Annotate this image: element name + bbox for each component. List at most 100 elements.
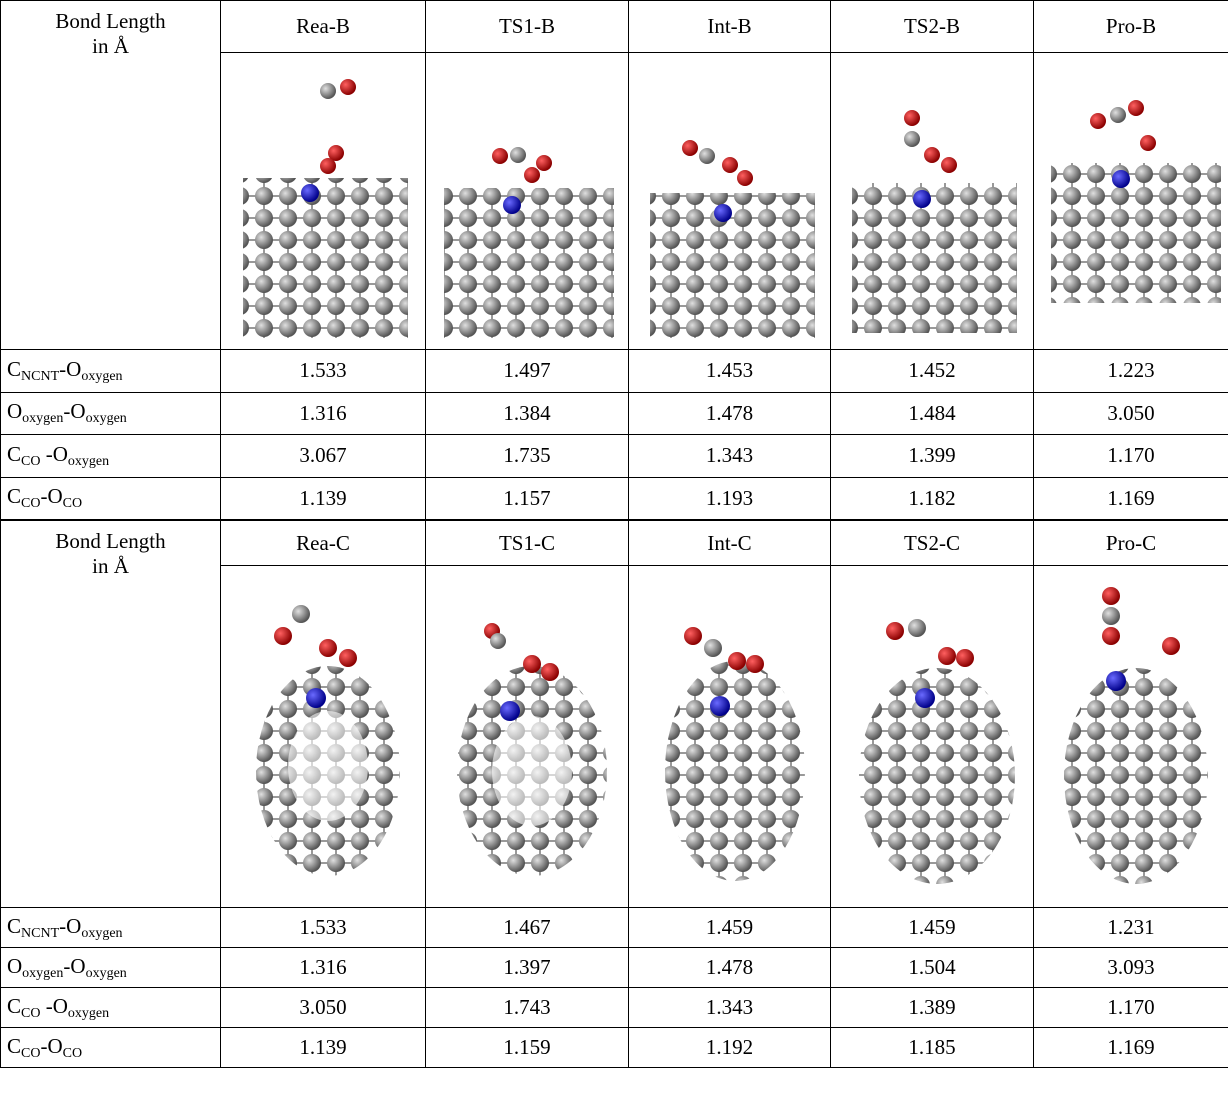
image-cell: [831, 53, 1034, 350]
molecule: [1036, 566, 1226, 901]
label-part: C: [7, 1034, 21, 1058]
label-part: oxygen: [22, 966, 63, 981]
value-cell: 3.050: [1034, 392, 1228, 435]
label-part: oxygen: [68, 1006, 109, 1021]
image-cell: [426, 53, 629, 350]
column-header: Int-B: [629, 1, 831, 53]
value-cell: 1.170: [1034, 435, 1228, 478]
label-part: -O: [59, 357, 81, 381]
image-cell: [221, 53, 426, 350]
header-row: Bond Lengthin ÅRea-CTS1-CInt-CTS2-CPro-C: [1, 521, 1228, 566]
page: Bond Lengthin ÅRea-BTS1-BInt-BTS2-BPro-B…: [0, 0, 1228, 1108]
value-cell: 1.223: [1034, 350, 1228, 393]
column-header: TS2-C: [831, 521, 1034, 566]
label-part: C: [7, 914, 21, 938]
molecule: [1036, 53, 1226, 343]
molecule: [228, 53, 418, 343]
value-cell: 1.459: [831, 908, 1034, 948]
label-part: oxygen: [81, 369, 122, 384]
image-cell: [831, 566, 1034, 908]
label-part: -O: [40, 994, 67, 1018]
value-cell: 1.497: [426, 350, 629, 393]
value-cell: 1.343: [629, 435, 831, 478]
molecule: [432, 566, 622, 901]
header-label: Bond Length: [1, 529, 220, 554]
label-part: -O: [63, 954, 85, 978]
header-label: Bond Length: [1, 9, 220, 34]
column-header: TS2-B: [831, 1, 1034, 53]
image-cell: [1034, 53, 1228, 350]
column-header: Rea-C: [221, 521, 426, 566]
value-cell: 1.169: [1034, 1028, 1228, 1068]
value-cell: 1.452: [831, 350, 1034, 393]
value-cell: 1.478: [629, 948, 831, 988]
value-cell: 1.193: [629, 477, 831, 520]
label-part: oxygen: [86, 411, 127, 426]
label-part: CO: [63, 1046, 82, 1061]
row-label: Ooxygen-Ooxygen: [1, 948, 221, 988]
label-part: -O: [59, 914, 81, 938]
label-part: NCNT: [21, 369, 59, 384]
row-label: CNCNT-Ooxygen: [1, 908, 221, 948]
value-cell: 1.389: [831, 988, 1034, 1028]
label-part: C: [7, 994, 21, 1018]
value-cell: 1.139: [221, 477, 426, 520]
value-cell: 1.743: [426, 988, 629, 1028]
value-cell: 1.453: [629, 350, 831, 393]
label-part: oxygen: [22, 411, 63, 426]
column-header: TS1-B: [426, 1, 629, 53]
value-cell: 1.159: [426, 1028, 629, 1068]
label-part: -O: [40, 1034, 62, 1058]
molecule: [228, 566, 418, 901]
value-cell: 1.504: [831, 948, 1034, 988]
value-cell: 1.459: [629, 908, 831, 948]
molecule: [837, 53, 1027, 343]
molecule: [635, 566, 825, 901]
label-part: O: [7, 399, 22, 423]
row-label: CNCNT-Ooxygen: [1, 350, 221, 393]
value-cell: 1.170: [1034, 988, 1228, 1028]
column-header: TS1-C: [426, 521, 629, 566]
row-label: CCO -Ooxygen: [1, 988, 221, 1028]
molecule: [635, 53, 825, 343]
data-row: CCO -Ooxygen3.0671.7351.3431.3991.170: [1, 435, 1228, 478]
label-part: NCNT: [21, 926, 59, 941]
value-cell: 1.533: [221, 350, 426, 393]
label-part: O: [7, 954, 22, 978]
value-cell: 1.316: [221, 948, 426, 988]
label-part: CO: [21, 454, 40, 469]
label-part: oxygen: [86, 966, 127, 981]
row-label: Ooxygen-Ooxygen: [1, 392, 221, 435]
value-cell: 3.050: [221, 988, 426, 1028]
column-header: Rea-B: [221, 1, 426, 53]
value-cell: 1.192: [629, 1028, 831, 1068]
column-header: Pro-B: [1034, 1, 1228, 53]
label-part: C: [7, 357, 21, 381]
label-part: oxygen: [68, 454, 109, 469]
column-header: Int-C: [629, 521, 831, 566]
value-cell: 1.467: [426, 908, 629, 948]
label-part: -O: [63, 399, 85, 423]
value-cell: 3.093: [1034, 948, 1228, 988]
data-row: CCO-OCO1.1391.1571.1931.1821.169: [1, 477, 1228, 520]
label-part: -O: [40, 442, 67, 466]
label-part: C: [7, 484, 21, 508]
image-cell: [221, 566, 426, 908]
image-cell: [629, 53, 831, 350]
value-cell: 1.399: [831, 435, 1034, 478]
column-header: Pro-C: [1034, 521, 1228, 566]
value-cell: 1.169: [1034, 477, 1228, 520]
row-label: CCO-OCO: [1, 1028, 221, 1068]
image-cell: [426, 566, 629, 908]
value-cell: 3.067: [221, 435, 426, 478]
value-cell: 1.316: [221, 392, 426, 435]
value-cell: 1.735: [426, 435, 629, 478]
